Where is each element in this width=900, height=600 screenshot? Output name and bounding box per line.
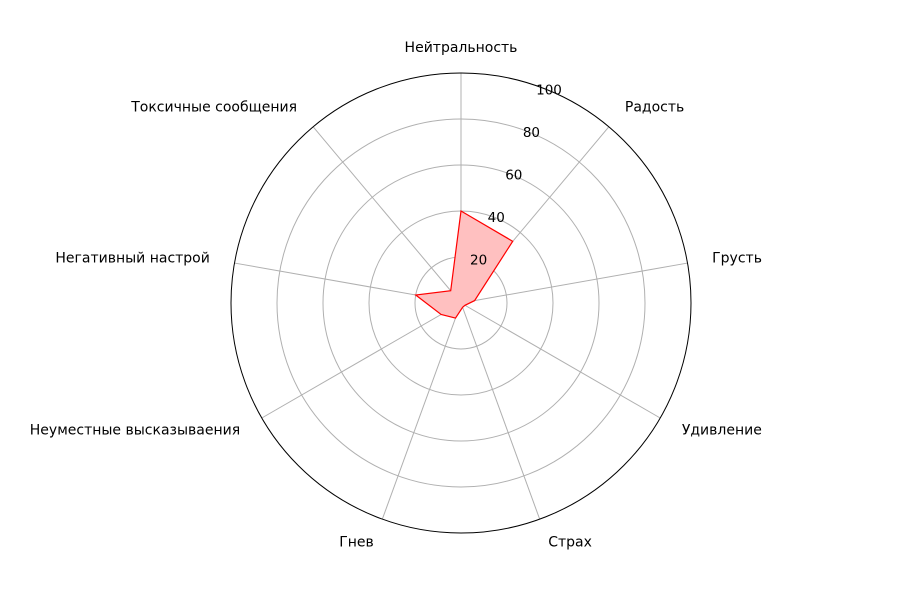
- grid-spoke: [460, 302, 661, 419]
- category-label: Страх: [548, 535, 592, 551]
- radial-tick-labels: 20 40 60 80 100: [470, 83, 562, 269]
- category-label: Грусть: [712, 251, 762, 267]
- grid-spoke: [460, 302, 541, 520]
- radial-tick-label: 20: [470, 253, 487, 269]
- category-label: Неуместные высказываения: [30, 423, 240, 439]
- category-label: Токсичные сообщения: [130, 100, 297, 116]
- category-label: Радость: [625, 100, 684, 116]
- grid-spoke: [312, 126, 462, 304]
- radial-tick-label: 100: [536, 83, 562, 99]
- polar-frame: [230, 72, 692, 534]
- category-label: Нейтральность: [405, 40, 518, 56]
- category-labels: Нейтральность Радость Грусть Удивление Страх…: [30, 40, 762, 551]
- series-area: [414, 210, 514, 319]
- category-label: Удивление: [682, 423, 762, 439]
- grid-spoke: [381, 302, 462, 520]
- category-label: Гнев: [339, 535, 374, 551]
- radial-tick-label: 40: [488, 210, 505, 226]
- grid-spoke: [261, 302, 462, 419]
- category-label: Негативный настрой: [55, 251, 209, 267]
- radial-tick-label: 80: [523, 125, 540, 141]
- grid-spoke: [460, 262, 688, 304]
- radial-tick-label: 60: [505, 168, 522, 184]
